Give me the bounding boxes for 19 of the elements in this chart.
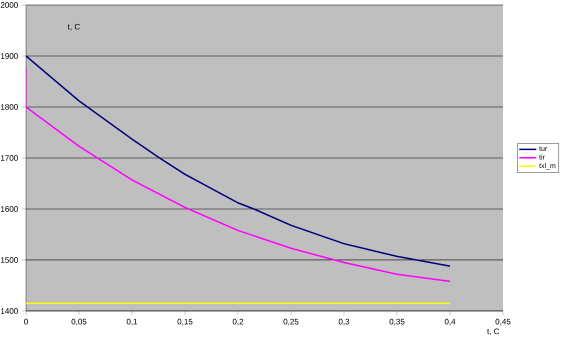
y-tick-label: 1400 [1, 308, 18, 314]
x-tick-label: 0 [24, 318, 28, 324]
x-axis-title: t, C [487, 328, 500, 336]
x-tick-label: 0,25 [284, 318, 298, 326]
y-tick-label: 1500 [1, 257, 18, 263]
y-tick-label: 1900 [1, 53, 18, 59]
x-tick-label: 0,35 [390, 318, 404, 326]
x-tick-label: 0,4 [444, 318, 456, 326]
annotation: t, C [68, 24, 80, 30]
y-tick-label: 1600 [1, 206, 18, 212]
y-tick-label: 1800 [1, 104, 18, 110]
y-tick-label: 1700 [1, 155, 18, 161]
x-tick-label: 0,2 [232, 318, 244, 326]
x-tick-label: 0,15 [178, 318, 192, 326]
x-tick-label: 0,3 [338, 318, 350, 326]
x-tick-label: 0,1 [126, 318, 138, 326]
x-tick-label: 0,45 [496, 318, 510, 326]
y-tick-label: 2000 [0, 2, 18, 8]
x-tick-label: 0,05 [72, 318, 86, 326]
